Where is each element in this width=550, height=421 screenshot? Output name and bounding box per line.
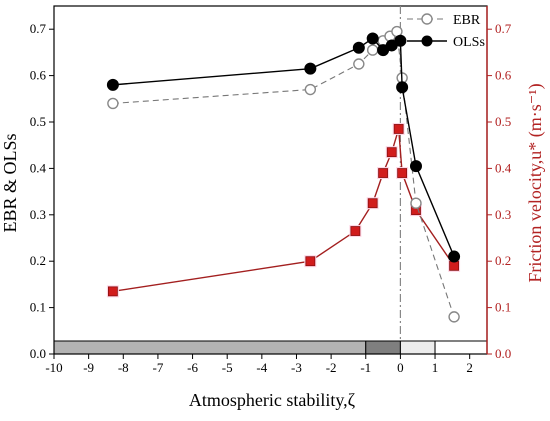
- x-tick-label: -7: [152, 360, 163, 375]
- y-left-tick-label: 0.0: [30, 346, 46, 361]
- y-right-tick-label: 0.5: [495, 114, 511, 129]
- y-left-tick-label: 0.4: [30, 160, 47, 175]
- ebr-point: [304, 83, 317, 96]
- y-left-tick-label: 0.5: [30, 114, 46, 129]
- y-axis-left-title: EBR & OLSs: [0, 133, 20, 232]
- friction-velocity-point: [449, 260, 459, 271]
- y-left-tick-label: 0.7: [30, 21, 47, 36]
- friction-velocity-point: [367, 198, 378, 209]
- y-right-tick-label: 0.3: [495, 207, 511, 222]
- friction-velocity-point: [378, 168, 388, 178]
- y-right-tick-label: 0.6: [495, 68, 512, 83]
- legend-olss-marker: [421, 35, 433, 47]
- friction-velocity-point: [386, 147, 397, 158]
- olss-point: [409, 160, 422, 173]
- x-tick-label: -5: [222, 360, 233, 375]
- olss-point: [448, 250, 461, 263]
- y-right-tick-label: 0.7: [495, 21, 512, 36]
- x-tick-label: -6: [187, 360, 198, 375]
- legend-ebr-marker: [421, 13, 433, 25]
- x-tick-label: -2: [326, 360, 337, 375]
- y-right-tick-label: 0.0: [495, 346, 511, 361]
- legend-olss-label: OLSs: [453, 35, 485, 50]
- x-tick-label: -10: [45, 360, 62, 375]
- y-left-tick-label: 0.2: [30, 253, 46, 268]
- y-right-tick-label: 0.1: [495, 300, 511, 315]
- olss-point: [352, 41, 365, 54]
- ebr-point: [366, 44, 379, 56]
- x-tick-label: -8: [118, 360, 129, 375]
- y-axis-right-title: Friction velocity,u* (m·s⁻¹): [525, 83, 546, 282]
- olss-line: [112, 37, 455, 257]
- friction-velocity-point: [305, 256, 316, 267]
- friction-velocity-line: [112, 128, 455, 293]
- ebr-point: [448, 311, 460, 323]
- olss-point: [396, 81, 409, 94]
- friction-velocity-point: [350, 226, 361, 236]
- stability-bar-segment: [399, 340, 436, 355]
- olss-point: [366, 32, 379, 45]
- x-tick-label: 1: [432, 360, 439, 375]
- friction-velocity-point: [393, 124, 404, 134]
- stability-bar-segment: [434, 340, 488, 355]
- stability-bar: [53, 340, 488, 355]
- legend-ebr-label: EBR: [453, 13, 481, 28]
- ebr-point: [353, 58, 365, 70]
- y-right-tick-label: 0.4: [495, 160, 512, 175]
- olss-point: [106, 78, 119, 91]
- ebr-point: [410, 197, 422, 209]
- y-left-tick-label: 0.6: [30, 68, 47, 83]
- friction-velocity-point: [107, 286, 118, 297]
- olss-point: [304, 62, 317, 75]
- x-tick-label: -4: [256, 360, 267, 375]
- x-tick-label: -9: [83, 360, 94, 375]
- x-tick-label: 0: [397, 360, 404, 375]
- x-tick-label: -1: [360, 360, 371, 375]
- x-axis-title: Atmospheric stability,ζ: [189, 390, 356, 410]
- olss-point: [394, 34, 407, 47]
- series-layer: [106, 25, 461, 323]
- stability-bar-segment: [53, 340, 367, 355]
- x-tick-label: 2: [466, 360, 473, 375]
- y-left-tick-label: 0.1: [30, 300, 46, 315]
- friction-velocity-point: [397, 168, 408, 178]
- axes: -10 -9 -8 -7 -6 -5 -4 -3 -2 -1 0 1 20.0 0.00.1 0.10.2 0…: [30, 21, 512, 375]
- stability-bar-segment: [365, 340, 401, 355]
- ebr-point: [107, 97, 119, 110]
- legend: EBR OLSs: [407, 13, 485, 50]
- y-left-tick-label: 0.3: [30, 207, 46, 222]
- y-right-tick-label: 0.2: [495, 253, 511, 268]
- x-tick-label: -3: [291, 360, 302, 375]
